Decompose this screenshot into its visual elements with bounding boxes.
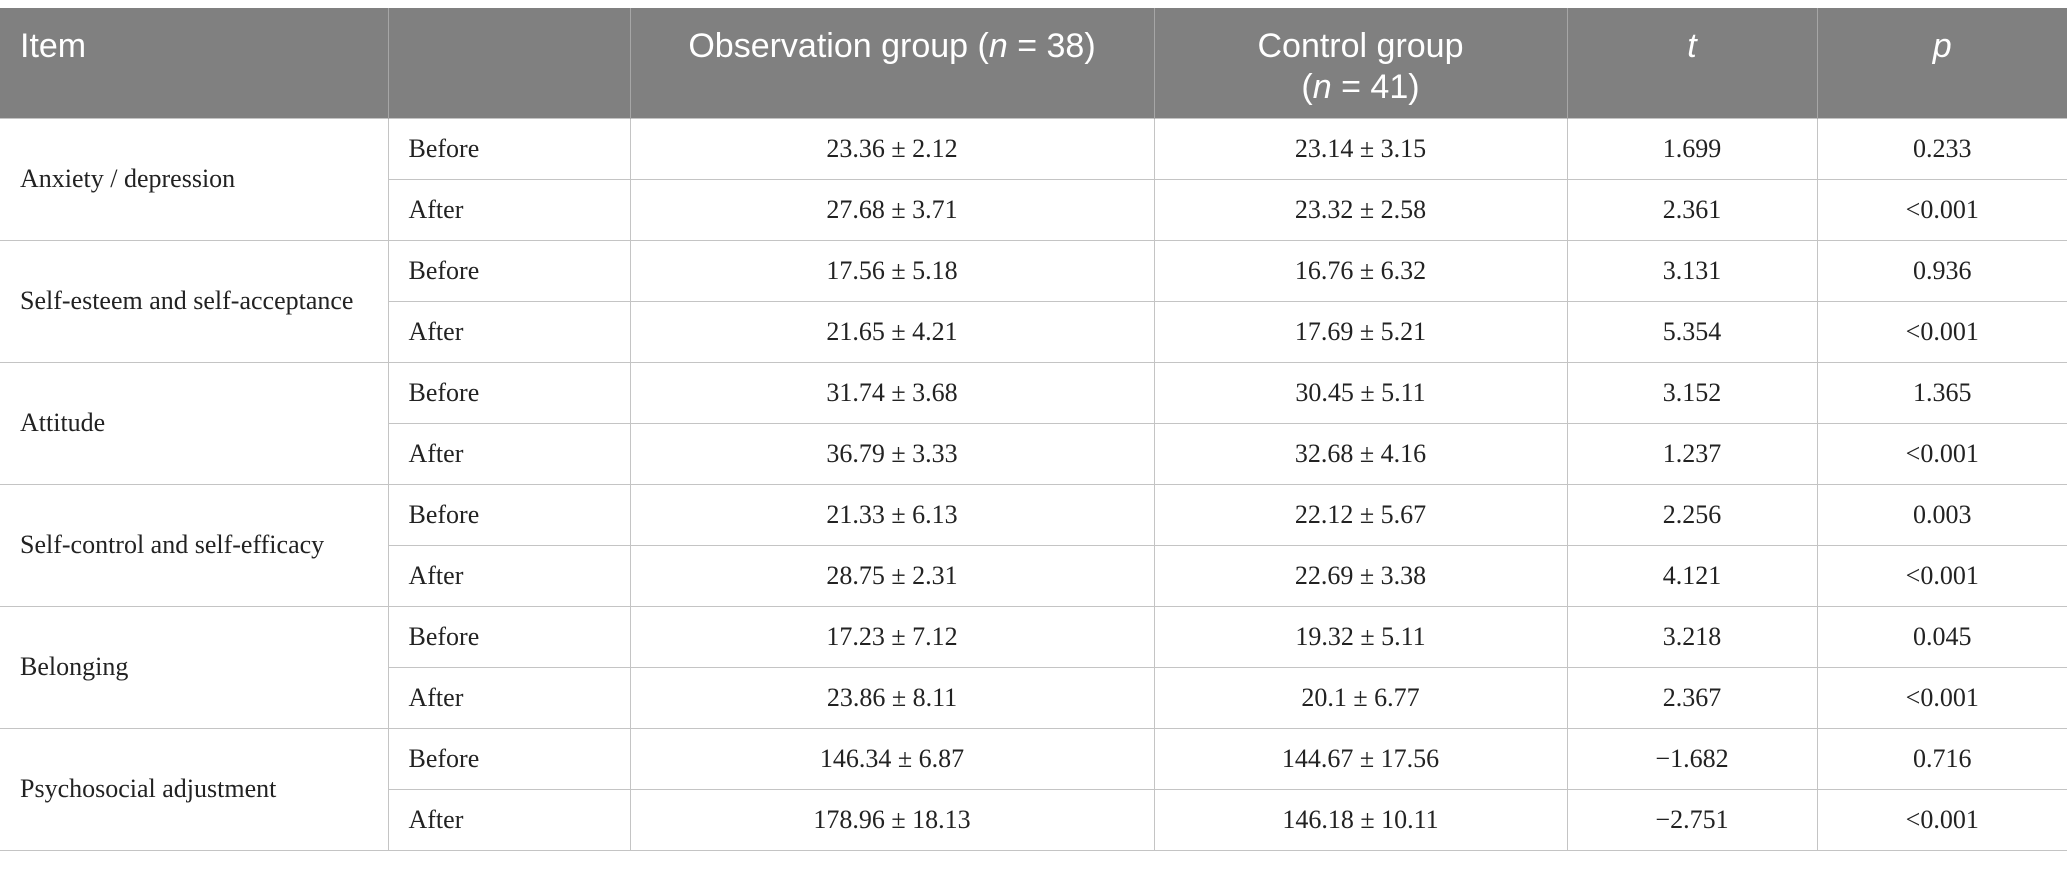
observation-value: 23.86 ± 8.11: [629, 666, 1155, 729]
header-control-open: (: [1301, 67, 1313, 106]
header-item: Item: [0, 8, 388, 118]
header-control-n: n: [1312, 67, 1332, 106]
phase-cell: Before: [387, 361, 631, 424]
item-cell: Self-control and self-efficacy: [0, 483, 389, 607]
observation-value: 31.74 ± 3.68: [629, 361, 1155, 424]
item-cell: Attitude: [0, 361, 389, 485]
control-value: 23.32 ± 2.58: [1153, 178, 1568, 241]
p-value: <0.001: [1816, 300, 2067, 363]
control-value: 19.32 ± 5.11: [1153, 605, 1568, 668]
t-value: 1.237: [1566, 422, 1818, 485]
table-row: Self-esteem and self-acceptance Before 1…: [0, 239, 2067, 363]
table-row: After 23.86 ± 8.11 20.1 ± 6.77 2.367 <0.…: [0, 666, 2067, 729]
header-control-text: Control group: [1257, 27, 1464, 65]
control-value: 144.67 ± 17.56: [1153, 727, 1568, 790]
header-phase: [387, 8, 630, 118]
control-value: 30.45 ± 5.11: [1153, 361, 1568, 424]
p-value: <0.001: [1816, 178, 2067, 241]
t-value: 5.354: [1566, 300, 1818, 363]
phase-cell: After: [388, 178, 631, 241]
table-row: Psychosocial adjustment Before 146.34 ± …: [0, 727, 2067, 851]
table-row: Self-control and self-efficacy Before 21…: [0, 483, 2067, 607]
phase-cell: Before: [387, 483, 631, 546]
header-observation-n: n: [988, 27, 1008, 65]
table-row: Anxiety / depression Before 23.36 ± 2.12…: [0, 117, 2067, 241]
observation-value: 28.75 ± 2.31: [629, 544, 1155, 607]
observation-value: 27.68 ± 3.71: [629, 178, 1155, 241]
p-value: 0.716: [1816, 727, 2067, 790]
observation-value: 178.96 ± 18.13: [629, 788, 1155, 851]
header-observation-group: Observation group (n = 38): [629, 8, 1154, 118]
t-value: 2.256: [1566, 483, 1818, 546]
t-value: 4.121: [1566, 544, 1818, 607]
control-value: 146.18 ± 10.11: [1153, 788, 1568, 851]
phase-cell: After: [388, 422, 631, 485]
control-value: 20.1 ± 6.77: [1153, 666, 1568, 729]
t-value: 3.131: [1566, 239, 1818, 302]
p-value: 0.233: [1816, 117, 2067, 180]
table-row: Belonging Before 17.23 ± 7.12 19.32 ± 5.…: [0, 605, 2067, 729]
header-observation-text: Observation group (: [688, 27, 989, 65]
control-value: 22.12 ± 5.67: [1153, 483, 1568, 546]
t-value: 3.152: [1566, 361, 1818, 424]
p-value: <0.001: [1816, 422, 2067, 485]
item-cell: Psychosocial adjustment: [0, 727, 389, 851]
table-row: Attitude Before 31.74 ± 3.68 30.45 ± 5.1…: [0, 361, 2067, 485]
p-value: <0.001: [1816, 544, 2067, 607]
header-control-group: Control group (n = 41): [1153, 8, 1567, 118]
observation-value: 36.79 ± 3.33: [629, 422, 1155, 485]
table-row: After 36.79 ± 3.33 32.68 ± 4.16 1.237 <0…: [0, 422, 2067, 485]
control-value: 32.68 ± 4.16: [1153, 422, 1568, 485]
header-control-count: = 41): [1331, 67, 1420, 106]
phase-cell: After: [388, 788, 631, 851]
p-value: <0.001: [1816, 666, 2067, 729]
phase-cell: Before: [387, 605, 631, 668]
item-cell: Belonging: [0, 605, 389, 729]
phase-cell: Before: [387, 727, 631, 790]
item-cell: Anxiety / depression: [0, 117, 389, 241]
t-value: 3.218: [1566, 605, 1818, 668]
results-table: Item Observation group (n = 38) Control …: [0, 8, 2067, 851]
observation-value: 21.65 ± 4.21: [629, 300, 1155, 363]
observation-value: 23.36 ± 2.12: [629, 117, 1155, 180]
t-value: 1.699: [1566, 117, 1818, 180]
control-value: 17.69 ± 5.21: [1153, 300, 1568, 363]
observation-value: 17.23 ± 7.12: [629, 605, 1155, 668]
p-value: 0.003: [1816, 483, 2067, 546]
observation-value: 17.56 ± 5.18: [629, 239, 1155, 302]
table-row: After 178.96 ± 18.13 146.18 ± 10.11 −2.7…: [0, 788, 2067, 851]
table-row: After 21.65 ± 4.21 17.69 ± 5.21 5.354 <0…: [0, 300, 2067, 363]
phase-cell: Before: [387, 239, 631, 302]
phase-cell: After: [388, 300, 631, 363]
table-row: After 27.68 ± 3.71 23.32 ± 2.58 2.361 <0…: [0, 178, 2067, 241]
t-value: −1.682: [1566, 727, 1818, 790]
control-value: 22.69 ± 3.38: [1153, 544, 1568, 607]
phase-cell: Before: [387, 117, 631, 180]
header-row: Item Observation group (n = 38) Control …: [0, 8, 2067, 118]
header-t: t: [1566, 8, 1817, 118]
observation-value: 146.34 ± 6.87: [629, 727, 1155, 790]
t-value: 2.361: [1566, 178, 1818, 241]
phase-cell: After: [388, 544, 631, 607]
p-value: <0.001: [1816, 788, 2067, 851]
item-cell: Self-esteem and self-acceptance: [0, 239, 389, 363]
phase-cell: After: [388, 666, 631, 729]
observation-value: 21.33 ± 6.13: [629, 483, 1155, 546]
p-value: 0.045: [1816, 605, 2067, 668]
control-value: 16.76 ± 6.32: [1153, 239, 1568, 302]
t-value: 2.367: [1566, 666, 1818, 729]
header-observation-count: = 38): [1007, 27, 1096, 65]
header-p: p: [1816, 8, 2067, 118]
p-value: 1.365: [1816, 361, 2067, 424]
p-value: 0.936: [1816, 239, 2067, 302]
control-value: 23.14 ± 3.15: [1153, 117, 1568, 180]
t-value: −2.751: [1566, 788, 1818, 851]
